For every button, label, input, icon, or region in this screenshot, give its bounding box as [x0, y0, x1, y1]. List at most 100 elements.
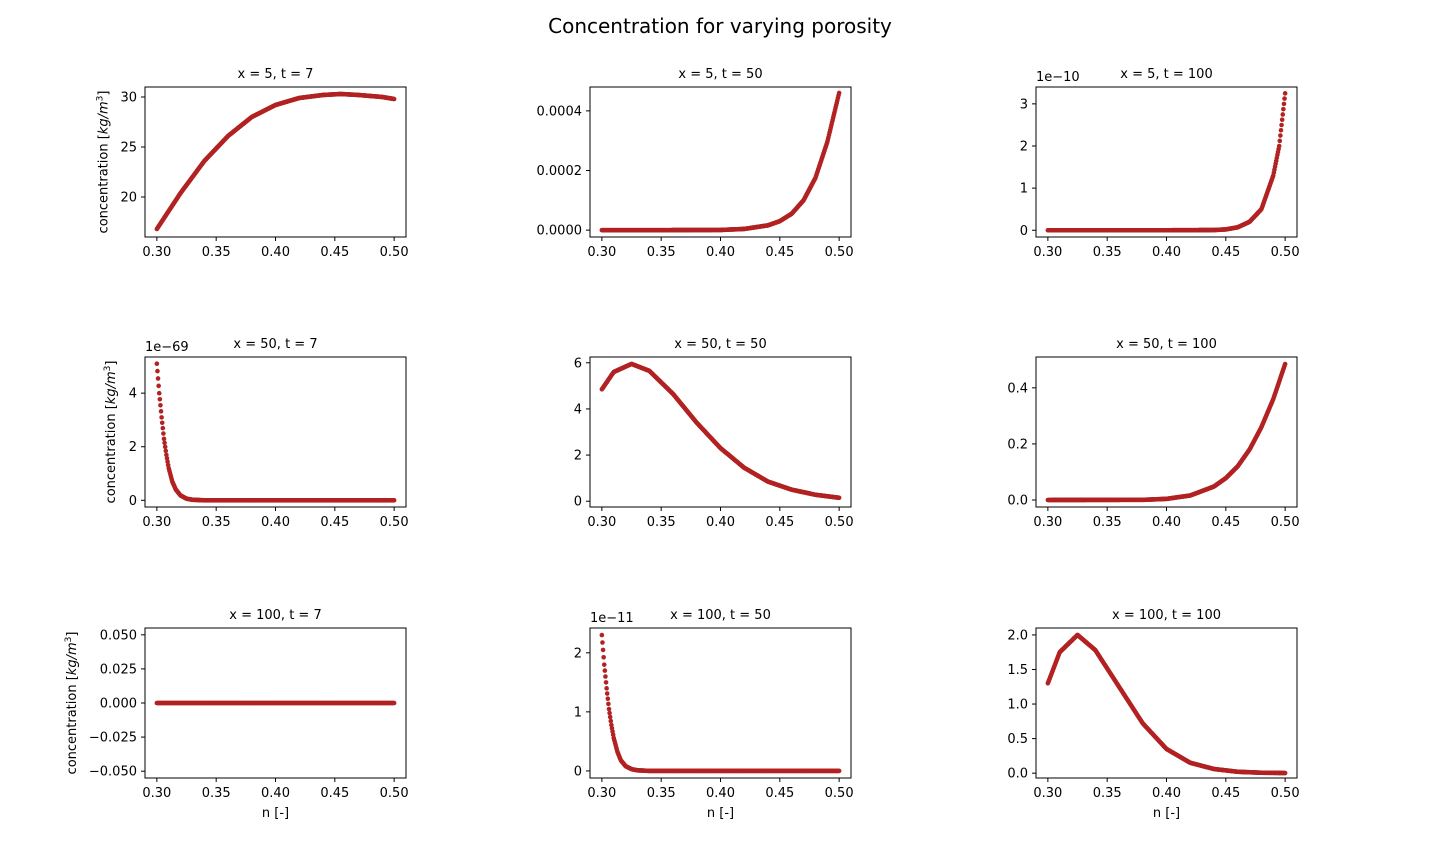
data-point [391, 96, 397, 102]
data-point [391, 700, 397, 706]
x-tick-label: 0.30 [587, 245, 616, 260]
subplot-title: x = 5, t = 7 [238, 67, 314, 82]
x-tick-label: 0.50 [380, 245, 409, 260]
data-point [607, 714, 613, 720]
subplot-5: x = 50, t = 50 0.30 0.35 0.40 0.45 0.50 0 2 4 6 [574, 337, 854, 530]
x-tick-label: 0.45 [320, 786, 349, 801]
x-tick-label: 0.30 [1033, 515, 1062, 530]
data-point [156, 383, 161, 389]
data-point [156, 390, 162, 396]
y-tick-label: −0.025 [89, 731, 137, 746]
data-point [602, 668, 608, 673]
y-tick-label: 4 [129, 387, 137, 402]
x-tick-label: 0.50 [825, 245, 854, 260]
y-axis-label: concentration [kg/m3] [103, 361, 119, 504]
subplot-title: x = 100, t = 100 [1112, 608, 1221, 623]
y-tick-label: 0 [574, 764, 582, 779]
scatter-series [1045, 91, 1288, 233]
y-tick-label: 0.5 [1007, 732, 1028, 747]
data-point [1280, 112, 1286, 117]
scatter-series [1045, 361, 1288, 503]
x-tick-label: 0.45 [320, 245, 349, 260]
subplot-9: x = 100, t = 100 0.30 0.35 0.40 0.45 0.50 0.0 0… [1007, 608, 1299, 821]
y-tick-label: 30 [120, 91, 137, 106]
data-point [608, 718, 614, 724]
subplot-3: x = 5, t = 100 0.30 0.35 0.40 0.45 0.50 0 1 2 3 1e… [1020, 67, 1300, 260]
x-tick-label: 0.40 [261, 786, 290, 801]
data-point [836, 495, 842, 501]
x-tick-label: 0.40 [1152, 245, 1181, 260]
axes-frame [1035, 627, 1298, 779]
axes-frame [589, 86, 852, 238]
x-tick-label: 0.35 [202, 515, 231, 530]
x-tick-label: 0.30 [1033, 786, 1062, 801]
data-point [162, 440, 167, 446]
y-tick-label: 4 [574, 402, 582, 417]
y-tick-label: 2.0 [1007, 628, 1028, 643]
x-tick-label: 0.50 [825, 786, 854, 801]
subplot-title: x = 50, t = 7 [233, 337, 317, 352]
x-tick-label: 0.40 [706, 786, 735, 801]
subplot-title: x = 5, t = 50 [678, 67, 762, 82]
data-point [161, 431, 166, 436]
x-tick-label: 0.30 [142, 515, 171, 530]
data-point [159, 415, 164, 420]
subplot-title: x = 50, t = 100 [1116, 337, 1217, 352]
subplot-4: x = 50, t = 7 0.30 0.35 0.40 0.45 0.50 0 2 4 1e−6… [103, 337, 408, 530]
x-tick-label: 0.50 [380, 515, 409, 530]
x-axis-label: n [-] [262, 806, 289, 821]
x-tick-label: 0.45 [1211, 786, 1240, 801]
data-point [161, 436, 167, 442]
x-tick-label: 0.40 [706, 245, 735, 260]
y-tick-label: 6 [574, 356, 582, 371]
x-tick-label: 0.35 [647, 786, 676, 801]
x-axis-label: n [-] [1153, 806, 1180, 821]
y-tick-label: 2 [1020, 139, 1028, 154]
y-axis-label: concentration [kg/m3] [64, 632, 80, 775]
y-tick-label: 1.0 [1007, 698, 1028, 713]
y-tick-label: 0.0 [1007, 767, 1028, 782]
y-tick-label: 0.000 [100, 697, 137, 712]
data-point [836, 90, 842, 96]
data-point [1277, 138, 1283, 144]
y-tick-label: 0.050 [100, 628, 137, 643]
y-tick-label: 0.0002 [537, 164, 583, 179]
y-tick-label: −0.050 [89, 765, 137, 780]
x-tick-label: 0.35 [647, 515, 676, 530]
data-point [1278, 133, 1283, 138]
x-tick-label: 0.35 [1093, 515, 1122, 530]
data-point [1281, 101, 1287, 107]
figure-title: Concentration for varying porosity [548, 14, 892, 38]
subplot-6: x = 50, t = 100 0.30 0.35 0.40 0.45 0.50 0.0 0.… [1007, 337, 1299, 530]
data-point [154, 361, 160, 367]
data-point [157, 396, 163, 402]
subplot-8: x = 100, t = 50 0.30 0.35 0.40 0.45 0.50 0 1 2 1e… [574, 608, 854, 821]
x-tick-label: 0.45 [765, 786, 794, 801]
data-point [600, 640, 605, 645]
y-tick-label: 0.0000 [537, 224, 583, 239]
x-tick-label: 0.35 [202, 786, 231, 801]
x-tick-label: 0.35 [1093, 245, 1122, 260]
data-point [836, 768, 842, 774]
x-tick-label: 0.40 [706, 515, 735, 530]
data-point [1282, 361, 1288, 367]
x-tick-label: 0.45 [1211, 515, 1240, 530]
data-point [604, 691, 610, 696]
data-point [162, 444, 168, 450]
data-point [1282, 96, 1287, 101]
x-tick-label: 0.30 [142, 245, 171, 260]
y-tick-label: 25 [120, 141, 137, 156]
data-point [1279, 117, 1285, 123]
y-tick-label: 1 [574, 705, 582, 720]
x-tick-label: 0.45 [765, 245, 794, 260]
x-tick-label: 0.40 [261, 515, 290, 530]
x-tick-label: 0.50 [380, 786, 409, 801]
data-point [601, 654, 606, 660]
data-point [159, 420, 165, 426]
data-point [158, 409, 164, 414]
y-tick-label: 1 [1020, 182, 1028, 197]
data-point [1279, 122, 1284, 128]
offset-label: 1e−11 [590, 611, 634, 626]
y-tick-label: 0 [1020, 224, 1028, 239]
